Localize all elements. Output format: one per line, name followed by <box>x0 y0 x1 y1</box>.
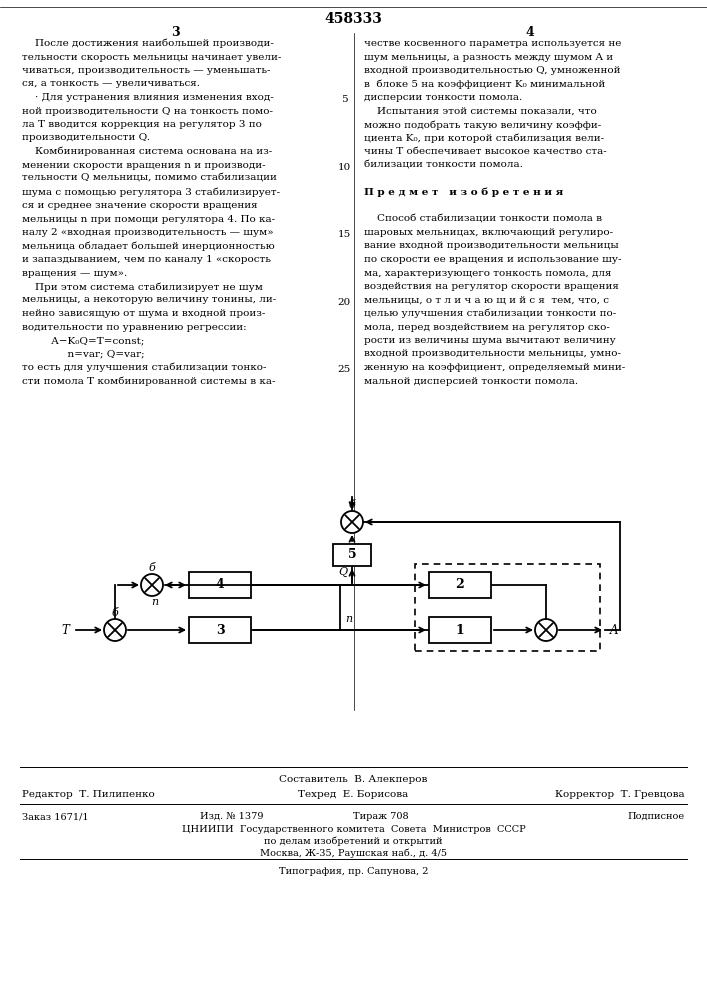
Text: в  блоке 5 на коэффициент K₀ минимальной: в блоке 5 на коэффициент K₀ минимальной <box>364 80 605 89</box>
Text: по делам изобретений и открытий: по делам изобретений и открытий <box>264 837 443 846</box>
Text: ЦНИИПИ  Государственного комитета  Совета  Министров  СССР: ЦНИИПИ Государственного комитета Совета … <box>182 825 525 834</box>
Bar <box>333 544 371 566</box>
Text: 3: 3 <box>216 624 224 637</box>
Circle shape <box>141 574 163 596</box>
Text: мельницы, о т л и ч а ю щ и й с я  тем, что, с: мельницы, о т л и ч а ю щ и й с я тем, ч… <box>364 296 609 304</box>
Text: При этом система стабилизирует не шум: При этом система стабилизирует не шум <box>22 282 263 292</box>
Text: мельница обладает большей инерционностью: мельница обладает большей инерционностью <box>22 241 275 251</box>
Text: 3: 3 <box>170 26 180 39</box>
Text: 20: 20 <box>337 298 351 307</box>
Text: шума с помощью регулятора 3 стабилизирует-: шума с помощью регулятора 3 стабилизируе… <box>22 188 280 197</box>
Text: ма, характеризующего тонкость помола, для: ма, характеризующего тонкость помола, дл… <box>364 268 612 277</box>
Text: 1: 1 <box>455 624 464 637</box>
Text: водительности по уравнению регрессии:: водительности по уравнению регрессии: <box>22 322 247 332</box>
Text: Техред  Е. Борисова: Техред Е. Борисова <box>298 790 409 799</box>
Text: рости из величины шума вычитают величину: рости из величины шума вычитают величину <box>364 336 616 345</box>
Text: 15: 15 <box>337 230 351 239</box>
Text: входной производительности мельницы, умно-: входной производительности мельницы, умн… <box>364 350 621 359</box>
Text: б: б <box>349 500 356 510</box>
Text: честве косвенного параметра используется не: честве косвенного параметра используется… <box>364 39 621 48</box>
Text: ся, а тонкость — увеличиваться.: ся, а тонкость — увеличиваться. <box>22 80 200 89</box>
Text: мола, перед воздействием на регулятор ско-: мола, перед воздействием на регулятор ск… <box>364 322 610 332</box>
Text: Изд. № 1379: Изд. № 1379 <box>200 812 264 821</box>
Text: нейно зависящую от шума и входной произ-: нейно зависящую от шума и входной произ- <box>22 309 265 318</box>
Text: целью улучшения стабилизации тонкости по-: целью улучшения стабилизации тонкости по… <box>364 309 617 318</box>
Text: Q: Q <box>338 567 347 577</box>
Text: по скорости ее вращения и использование шу-: по скорости ее вращения и использование … <box>364 255 621 264</box>
Text: чиваться, производительность — уменьшать-: чиваться, производительность — уменьшать… <box>22 66 271 75</box>
Text: налу 2 «входная производительность — шум»: налу 2 «входная производительность — шум… <box>22 228 274 237</box>
Text: чины T обеспечивает высокое качество ста-: чины T обеспечивает высокое качество ста… <box>364 147 607 156</box>
Bar <box>429 572 491 598</box>
Circle shape <box>104 619 126 641</box>
Text: 25: 25 <box>337 365 351 374</box>
Text: женную на коэффициент, определяемый мини-: женную на коэффициент, определяемый мини… <box>364 363 625 372</box>
Text: 10: 10 <box>337 163 351 172</box>
Text: вращения — шум».: вращения — шум». <box>22 268 127 277</box>
Text: и запаздыванием, чем по каналу 1 «скорость: и запаздыванием, чем по каналу 1 «скорос… <box>22 255 271 264</box>
Bar <box>429 617 491 643</box>
Text: n=var; Q=var;: n=var; Q=var; <box>22 350 145 359</box>
Text: Испытания этой системы показали, что: Испытания этой системы показали, что <box>364 106 597 115</box>
Text: тельности Q мельницы, помимо стабилизации: тельности Q мельницы, помимо стабилизаци… <box>22 174 277 183</box>
Text: то есть для улучшения стабилизации тонко-: то есть для улучшения стабилизации тонко… <box>22 363 267 372</box>
Text: n: n <box>151 597 158 607</box>
Text: производительности Q.: производительности Q. <box>22 133 150 142</box>
Text: · Для устранения влияния изменения вход-: · Для устранения влияния изменения вход- <box>22 93 274 102</box>
Bar <box>189 617 251 643</box>
Text: вание входной производительности мельницы: вание входной производительности мельниц… <box>364 241 619 250</box>
Text: Редактор  Т. Пилипенко: Редактор Т. Пилипенко <box>22 790 155 799</box>
Text: шаровых мельницах, включающий регулиро-: шаровых мельницах, включающий регулиро- <box>364 228 613 237</box>
Text: Корректор  Т. Гревцова: Корректор Т. Гревцова <box>556 790 685 799</box>
Text: 2: 2 <box>455 578 464 591</box>
Text: ной производительности Q на тонкость помо-: ной производительности Q на тонкость пом… <box>22 106 273 115</box>
Text: Типография, пр. Сапунова, 2: Типография, пр. Сапунова, 2 <box>279 867 428 876</box>
Text: ла T вводится коррекция на регулятор 3 по: ла T вводится коррекция на регулятор 3 п… <box>22 120 262 129</box>
Text: дисперсии тонкости помола.: дисперсии тонкости помола. <box>364 93 522 102</box>
Text: После достижения наибольшей производи-: После достижения наибольшей производи- <box>22 39 274 48</box>
Text: A−K₀Q=T=const;: A−K₀Q=T=const; <box>22 336 144 345</box>
Text: Комбинированная система основана на из-: Комбинированная система основана на из- <box>22 147 272 156</box>
Text: билизации тонкости помола.: билизации тонкости помола. <box>364 160 523 169</box>
Text: входной производительностью Q, умноженной: входной производительностью Q, умноженно… <box>364 66 621 75</box>
Text: 4: 4 <box>216 578 224 591</box>
Text: шум мельницы, а разность между шумом A и: шум мельницы, а разность между шумом A и <box>364 52 613 62</box>
Circle shape <box>535 619 557 641</box>
Text: Заказ 1671/1: Заказ 1671/1 <box>22 812 88 821</box>
Text: б: б <box>148 563 156 573</box>
Bar <box>189 572 251 598</box>
Text: мельницы, а некоторую величину тонины, ли-: мельницы, а некоторую величину тонины, л… <box>22 296 276 304</box>
Circle shape <box>341 511 363 533</box>
Text: n: n <box>345 614 352 624</box>
Text: 5: 5 <box>348 548 356 562</box>
Text: Составитель  В. Алекперов: Составитель В. Алекперов <box>279 775 428 784</box>
Text: П р е д м е т   и з о б р е т е н и я: П р е д м е т и з о б р е т е н и я <box>364 188 563 197</box>
Text: мальной дисперсией тонкости помола.: мальной дисперсией тонкости помола. <box>364 376 578 385</box>
Bar <box>415 564 600 651</box>
Text: сти помола T комбинированной системы в ка-: сти помола T комбинированной системы в к… <box>22 376 276 386</box>
Text: Тираж 708: Тираж 708 <box>353 812 409 821</box>
Text: 5: 5 <box>341 95 347 104</box>
Text: б: б <box>112 608 118 618</box>
Text: 458333: 458333 <box>325 12 382 26</box>
Text: можно подобрать такую величину коэффи-: можно подобрать такую величину коэффи- <box>364 120 601 129</box>
Text: 4: 4 <box>525 26 534 39</box>
Text: воздействия на регулятор скорости вращения: воздействия на регулятор скорости вращен… <box>364 282 619 291</box>
Text: Подписное: Подписное <box>628 812 685 821</box>
Text: тельности скорость мельницы начинает увели-: тельности скорость мельницы начинает уве… <box>22 52 281 62</box>
Text: A: A <box>609 624 618 637</box>
Text: ся и среднее значение скорости вращения: ся и среднее значение скорости вращения <box>22 201 257 210</box>
Text: мельницы n при помощи регулятора 4. По ка-: мельницы n при помощи регулятора 4. По к… <box>22 215 275 224</box>
Text: циента K₀, при которой стабилизация вели-: циента K₀, при которой стабилизация вели… <box>364 133 604 143</box>
Text: Способ стабилизации тонкости помола в: Способ стабилизации тонкости помола в <box>364 215 602 224</box>
Text: T: T <box>61 624 69 637</box>
Text: менении скорости вращения n и производи-: менении скорости вращения n и производи- <box>22 160 266 169</box>
Text: Москва, Ж-35, Раушская наб., д. 4/5: Москва, Ж-35, Раушская наб., д. 4/5 <box>260 849 447 858</box>
